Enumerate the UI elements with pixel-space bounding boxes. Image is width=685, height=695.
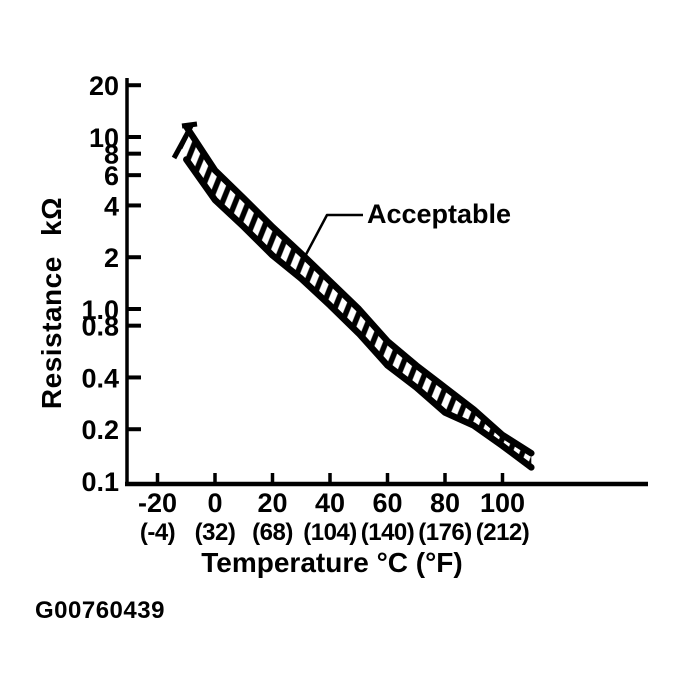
y-tick-label: 0.1 [81,467,119,497]
y-tick-label: 20 [89,71,119,101]
x-tick-label-celsius: 80 [430,488,460,518]
figure-code: G00760439 [35,597,165,624]
x-tick-label-celsius: 40 [315,488,345,518]
band-annotation-label: Acceptable [367,199,512,229]
upper-limit-curve [183,123,535,457]
x-tick-label-fahrenheit: (176) [418,519,472,546]
y-tick-label: 0.4 [81,363,119,393]
y-axis-title: Resistance kΩ [36,196,67,410]
x-tick-label-fahrenheit: (212) [476,519,530,546]
band-start-hatch-stroke [171,134,189,160]
x-tick-label-fahrenheit: (-4) [140,519,175,546]
x-tick-label-celsius: 0 [207,488,222,518]
y-tick-label: 0.2 [81,415,119,445]
y-tick-label: 0.8 [81,312,119,342]
annotation-leader-line [300,213,363,263]
x-tick-label-fahrenheit: (140) [361,519,415,546]
x-axis-title: Temperature °C (°F) [201,547,463,578]
lower-limit-curve [183,156,535,471]
x-tick-label-fahrenheit: (32) [195,519,236,546]
x-tick-label-fahrenheit: (68) [252,519,293,546]
x-tick-label-celsius: 20 [257,488,287,518]
y-tick-label: 8 [104,140,119,170]
x-tick-label-fahrenheit: (104) [303,519,357,546]
y-tick-label: 6 [104,161,119,191]
x-tick-label-celsius: -20 [138,488,177,518]
x-tick-label-celsius: 100 [480,488,525,518]
y-tick-label: 10 [89,123,119,153]
y-tick-label: 4 [104,191,119,221]
x-tick-label-celsius: 60 [372,488,402,518]
y-tick-label: 1.0 [81,295,119,325]
y-tick-label: 2 [104,243,119,273]
